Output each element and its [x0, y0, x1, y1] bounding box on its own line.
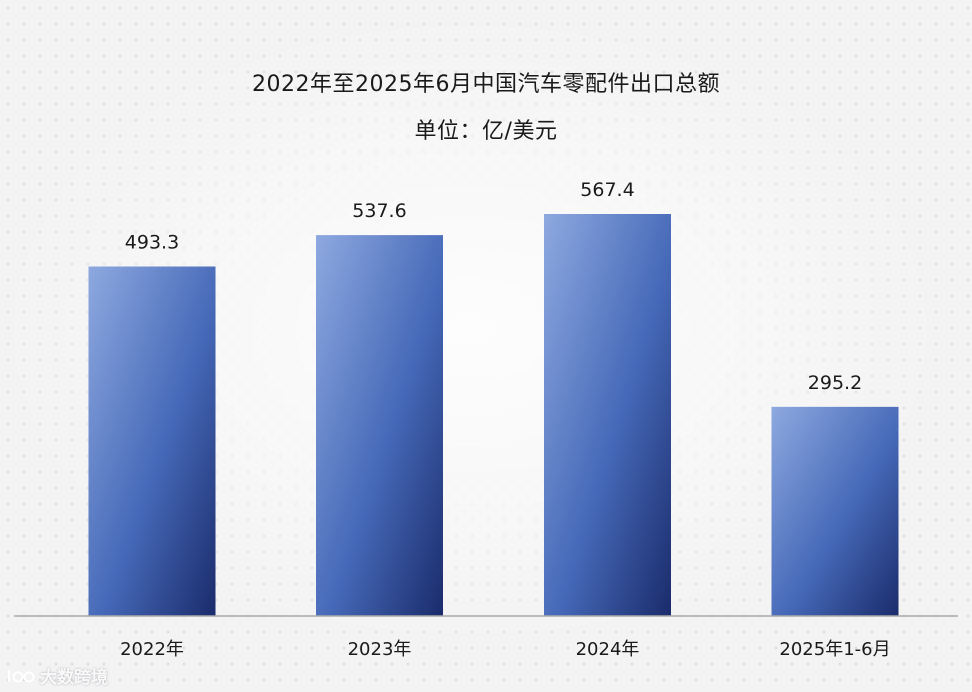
- x-tick-label-4: 2025年1-6月: [779, 639, 890, 660]
- brand-logo-icon: [7, 669, 35, 682]
- x-tick-label-3: 2024年: [576, 639, 640, 660]
- bar-4: [771, 406, 899, 616]
- data-label-3: 567.4: [580, 179, 634, 201]
- data-label-1: 493.3: [125, 231, 179, 253]
- watermark: 大数跨境: [6, 663, 108, 688]
- x-tick-label-1: 2022年: [120, 639, 184, 660]
- x-tick-label-2: 2023年: [348, 639, 412, 660]
- chart-title: 2022年至2025年6月中国汽车零配件出口总额: [252, 72, 720, 97]
- data-label-2: 537.6: [352, 200, 406, 222]
- bar-2: [316, 235, 443, 616]
- data-label-4: 295.2: [808, 372, 862, 394]
- bar-3: [544, 214, 671, 616]
- watermark-text: 大数跨境: [40, 668, 108, 688]
- chart-subtitle: 单位：亿/美元: [414, 119, 558, 144]
- bar-1: [88, 266, 216, 616]
